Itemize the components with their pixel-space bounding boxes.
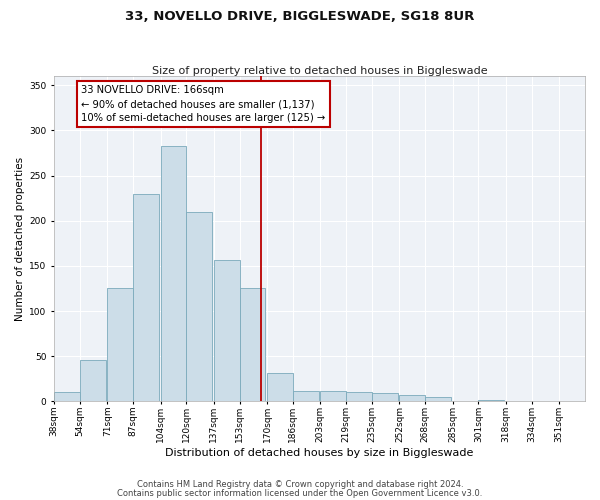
Bar: [267, 372, 293, 402]
Bar: [214, 260, 239, 402]
Y-axis label: Number of detached properties: Number of detached properties: [15, 157, 25, 321]
Bar: [54, 392, 80, 402]
Bar: [239, 288, 265, 402]
Bar: [400, 395, 425, 402]
Bar: [320, 392, 346, 402]
Bar: [107, 288, 133, 402]
Bar: [187, 212, 212, 402]
Bar: [346, 392, 372, 402]
Bar: [293, 392, 319, 402]
Bar: [425, 397, 451, 402]
Text: Contains HM Land Registry data © Crown copyright and database right 2024.: Contains HM Land Registry data © Crown c…: [137, 480, 463, 489]
Bar: [133, 194, 159, 402]
Bar: [372, 394, 398, 402]
X-axis label: Distribution of detached houses by size in Biggleswade: Distribution of detached houses by size …: [166, 448, 474, 458]
Bar: [80, 360, 106, 402]
Bar: [161, 146, 187, 402]
Text: 33, NOVELLO DRIVE, BIGGLESWADE, SG18 8UR: 33, NOVELLO DRIVE, BIGGLESWADE, SG18 8UR: [125, 10, 475, 23]
Text: Contains public sector information licensed under the Open Government Licence v3: Contains public sector information licen…: [118, 488, 482, 498]
Text: 33 NOVELLO DRIVE: 166sqm
← 90% of detached houses are smaller (1,137)
10% of sem: 33 NOVELLO DRIVE: 166sqm ← 90% of detach…: [82, 86, 326, 124]
Bar: [478, 400, 505, 402]
Title: Size of property relative to detached houses in Biggleswade: Size of property relative to detached ho…: [152, 66, 487, 76]
